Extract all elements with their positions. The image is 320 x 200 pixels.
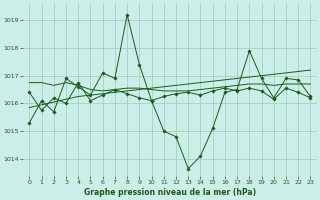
X-axis label: Graphe pression niveau de la mer (hPa): Graphe pression niveau de la mer (hPa) (84, 188, 256, 197)
